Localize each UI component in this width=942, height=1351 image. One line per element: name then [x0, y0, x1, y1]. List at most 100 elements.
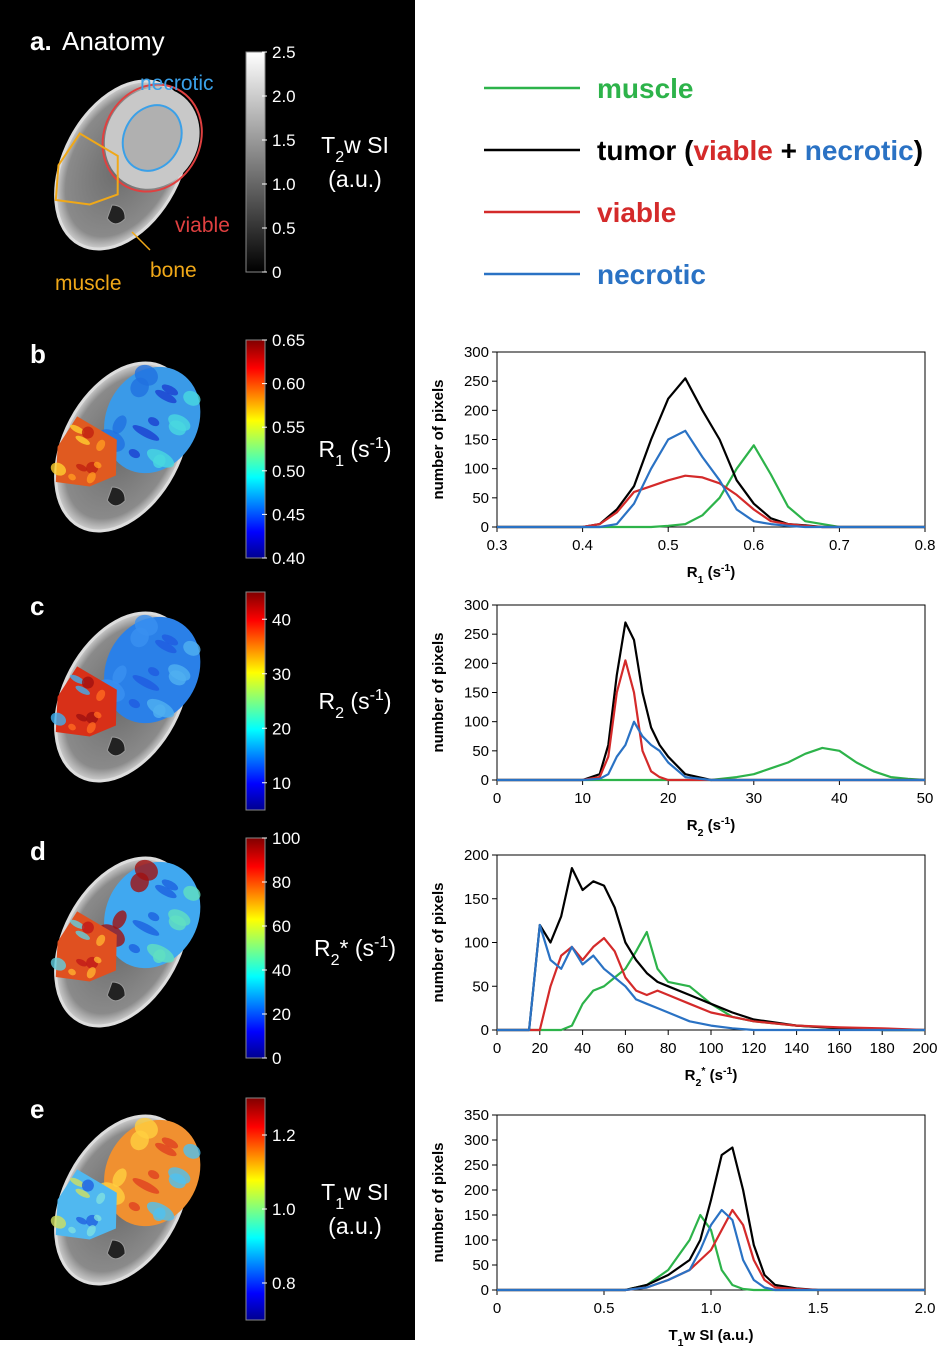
texture — [183, 640, 201, 656]
texture — [75, 930, 90, 940]
rich-text: (a.u.) — [328, 166, 382, 192]
texture — [128, 699, 140, 709]
text-segment: ) — [914, 135, 923, 166]
text-segment: T — [668, 1327, 677, 1344]
series-line — [497, 720, 925, 782]
texture — [86, 1225, 96, 1237]
texture — [50, 462, 66, 476]
series-line — [497, 746, 926, 782]
texture — [155, 884, 177, 899]
texture — [76, 1216, 88, 1225]
x-tick-label: 40 — [831, 790, 848, 807]
rich-text: R2 (s-1) — [687, 815, 736, 839]
text-segment: ) — [730, 564, 735, 581]
series-line — [497, 937, 926, 1032]
x-tick-label: 160 — [827, 1040, 852, 1057]
text-segment: R — [687, 817, 698, 834]
series-line — [497, 474, 925, 529]
y-axis-title: number of pixels — [430, 632, 447, 752]
x-tick-label: 200 — [912, 1040, 937, 1057]
texture — [96, 1192, 106, 1204]
rich-text: necrotic — [597, 259, 706, 290]
texture — [168, 1167, 191, 1184]
texture — [86, 472, 96, 484]
text-segment: 1 — [678, 1337, 684, 1349]
x-tick-label: 0 — [493, 1300, 501, 1317]
colorbar — [245, 339, 266, 559]
mri-image — [54, 79, 203, 251]
x-tick-label: 0 — [493, 790, 501, 807]
mri-image — [50, 1114, 201, 1286]
colorbar-tick-label: 20 — [272, 1005, 291, 1024]
texture — [96, 439, 106, 451]
annotation: muscle — [55, 272, 122, 295]
texture — [146, 448, 175, 468]
y-tick-label: 50 — [472, 743, 489, 760]
colorbar-tick-label: 0.55 — [272, 418, 305, 437]
x-tick-label: 60 — [617, 1040, 634, 1057]
texture — [68, 1226, 76, 1234]
x-tick-label: 180 — [870, 1040, 895, 1057]
y-tick-label: 0 — [481, 1022, 489, 1039]
texture — [93, 1214, 102, 1222]
text-segment: T — [321, 1179, 335, 1205]
panel-label: e — [30, 1094, 44, 1124]
text-segment: 2 — [696, 1077, 702, 1089]
annotation: bone — [150, 259, 197, 282]
colorbar-tick-label: 0.40 — [272, 549, 305, 568]
rich-text: tumor (viable + necrotic) — [597, 135, 923, 166]
colorbar-tick-label: 0.5 — [272, 219, 296, 238]
texture — [132, 920, 160, 936]
muscle-map — [55, 666, 117, 737]
rich-text: R2* (s-1) — [314, 933, 396, 969]
rich-text: R1 (s-1) — [687, 562, 736, 586]
texture — [128, 1202, 140, 1212]
x-tick-label: 120 — [741, 1040, 766, 1057]
texture — [69, 424, 85, 434]
bone — [106, 486, 126, 507]
text-segment: 2 — [335, 704, 344, 722]
text-segment: T — [321, 132, 335, 158]
colorbar-tick-label: 1.2 — [272, 1126, 296, 1145]
texture — [96, 934, 106, 946]
texture — [68, 723, 76, 731]
text-segment: viable — [693, 135, 772, 166]
mri-image — [50, 856, 201, 1028]
texture — [161, 879, 179, 891]
x-tick-label: 0.3 — [487, 537, 508, 554]
text-segment: 2 — [698, 827, 704, 839]
x-tick-label: 0.4 — [572, 537, 593, 554]
text-segment: -1 — [374, 933, 388, 951]
texture — [76, 713, 88, 722]
y-tick-label: 250 — [464, 373, 489, 390]
y-tick-label: 150 — [464, 891, 489, 908]
x-tick-label: 30 — [745, 790, 762, 807]
texture — [81, 426, 94, 439]
texture — [128, 449, 140, 459]
texture — [147, 912, 160, 922]
bone — [106, 736, 126, 757]
colorbar-tick-label: 40 — [272, 961, 291, 980]
series-line — [497, 1208, 925, 1292]
text-segment: (s — [703, 817, 721, 834]
texture — [132, 675, 160, 691]
rich-text: T1w SI — [321, 1179, 389, 1213]
texture — [112, 415, 127, 434]
texture — [81, 676, 94, 689]
texture — [69, 674, 85, 684]
colorbar — [245, 51, 266, 273]
text-segment: viable — [597, 197, 676, 228]
mri-image — [50, 361, 201, 533]
y-tick-label: 50 — [472, 978, 489, 995]
text-segment: ) — [732, 1067, 737, 1084]
text-segment: (s — [703, 564, 721, 581]
texture — [50, 957, 66, 971]
texture — [112, 1168, 127, 1187]
series-line — [497, 429, 925, 529]
texture — [130, 627, 149, 648]
y-axis-title: number of pixels — [430, 882, 447, 1002]
texture — [93, 461, 102, 469]
y-tick-label: 300 — [464, 597, 489, 614]
colorbar-tick-label: 10 — [272, 774, 291, 793]
